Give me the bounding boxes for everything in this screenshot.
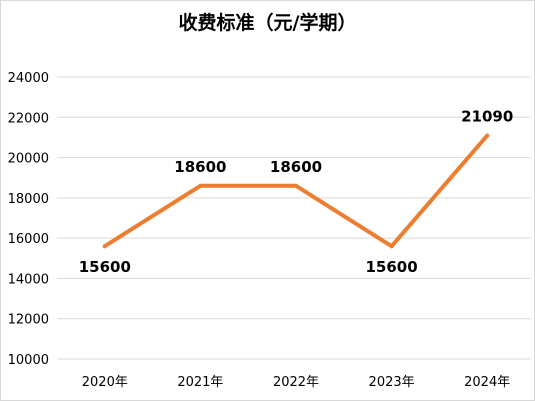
- data-label: 15600: [366, 258, 418, 276]
- y-tick-label: 22000: [8, 111, 49, 126]
- data-point: [198, 184, 202, 188]
- y-tick-label: 20000: [8, 152, 49, 167]
- data-point: [485, 134, 489, 138]
- x-axis-ticks: 2020年 2021年 2022年 2023年 2024年: [82, 375, 510, 390]
- data-label: 21090: [461, 108, 513, 126]
- gridlines: [57, 77, 531, 359]
- x-tick-label: 2020年: [82, 375, 128, 390]
- data-labels: 15600 18600 18600 15600 21090: [79, 108, 514, 277]
- y-tick-label: 10000: [8, 353, 49, 368]
- series-line: [103, 134, 489, 249]
- series-line-path: [105, 136, 487, 247]
- data-label: 18600: [270, 158, 322, 176]
- y-tick-label: 12000: [8, 313, 49, 328]
- x-tick-label: 2021年: [177, 375, 223, 390]
- y-axis-ticks: 10000 12000 14000 16000 18000 20000 22000 24000: [8, 71, 49, 368]
- data-point: [103, 244, 107, 248]
- data-point: [294, 184, 298, 188]
- x-tick-label: 2023年: [369, 375, 415, 390]
- data-label: 15600: [79, 258, 131, 276]
- data-point: [390, 244, 394, 248]
- y-tick-label: 18000: [8, 192, 49, 207]
- data-label: 18600: [174, 158, 226, 176]
- y-tick-label: 24000: [8, 71, 49, 86]
- y-tick-label: 14000: [8, 272, 49, 287]
- x-tick-label: 2022年: [273, 375, 319, 390]
- x-tick-label: 2024年: [464, 375, 510, 390]
- y-tick-label: 16000: [8, 232, 49, 247]
